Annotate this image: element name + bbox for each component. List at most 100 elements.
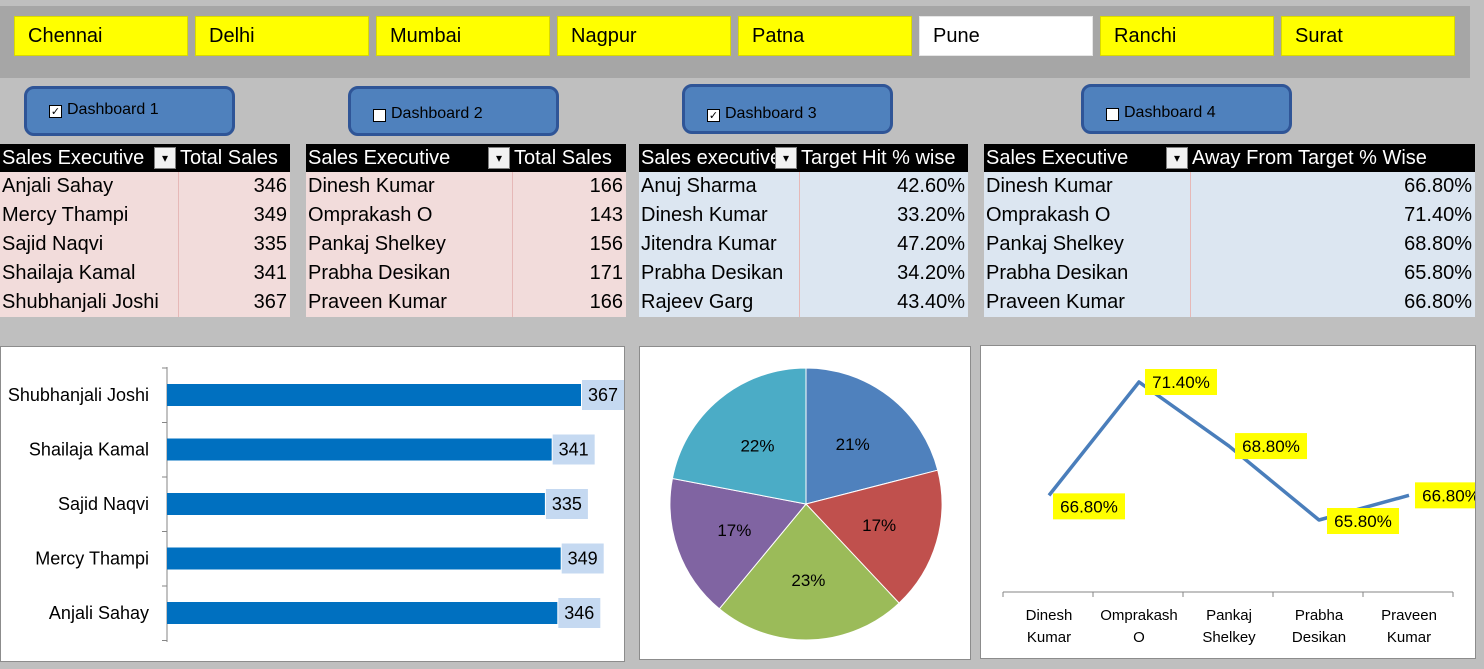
value-cell: 156	[512, 230, 626, 259]
category-label: Prabha	[1295, 607, 1344, 624]
value-cell: 47.20%	[799, 230, 968, 259]
city-button-mumbai[interactable]: Mumbai	[376, 16, 550, 56]
executive-name-cell: Dinesh Kumar	[984, 172, 1191, 201]
city-button-pune[interactable]: Pune	[919, 16, 1093, 56]
table-header: Sales Executive ▾ Total Sales	[306, 144, 626, 172]
checkbox-label: Dashboard 4	[1124, 104, 1216, 121]
value-cell: 166	[512, 172, 626, 201]
bar-chart: Shubhanjali Joshi 367 Shailaja Kamal 341 Saj…	[8, 367, 624, 642]
checkbox-check-icon: ✓	[49, 105, 62, 118]
column-header-label: Sales executive	[641, 146, 782, 169]
data-label: 66.80%	[1422, 486, 1475, 505]
city-button-chennai[interactable]: Chennai	[14, 16, 188, 56]
executive-name-cell: Shailaja Kamal	[0, 259, 179, 288]
data-label-bg	[1145, 369, 1217, 395]
pie-chart-panel: 21% 17% 23% 17% 22%	[639, 346, 971, 660]
executive-name-cell: Omprakash O	[306, 201, 513, 230]
table-header: Sales Executive ▾ Total Sales	[0, 144, 290, 172]
category-label: Sajid Naqvi	[58, 494, 149, 514]
dashboard-4-checkbox[interactable]: Dashboard 4	[1081, 84, 1292, 134]
executive-name-cell: Prabha Desikan	[639, 259, 800, 288]
table-row: Dinesh Kumar 66.80%	[984, 172, 1475, 201]
dashboard-3-checkbox[interactable]: ✓ Dashboard 3	[682, 84, 893, 134]
city-button-nagpur[interactable]: Nagpur	[557, 16, 731, 56]
table-row: Omprakash O 143	[306, 201, 626, 230]
away-from-target-table: Sales Executive ▾ Away From Target % Wise D…	[984, 144, 1475, 317]
category-label: Desikan	[1292, 629, 1346, 646]
value-cell: 143	[512, 201, 626, 230]
target-hit-table: Sales executive ▾ Target Hit % wise Anuj Sh…	[639, 144, 968, 317]
pie-slice	[718, 503, 900, 641]
data-label-bg	[1235, 433, 1307, 460]
checkbox-label: Dashboard 3	[725, 105, 817, 122]
filter-dropdown-icon[interactable]: ▾	[1166, 147, 1188, 169]
data-label: 68.80%	[1242, 437, 1300, 456]
category-label: Kumar	[1027, 629, 1071, 646]
category-label: Pankaj	[1206, 607, 1252, 624]
pie-slice-label: 17%	[862, 516, 896, 535]
value-cell: 166	[512, 288, 626, 317]
data-label-bg	[582, 380, 624, 410]
city-button-patna[interactable]: Patna	[738, 16, 912, 56]
checkbox-check-icon	[1106, 108, 1119, 121]
pie-slice-label: 21%	[836, 435, 870, 454]
value-cell: 341	[178, 259, 290, 288]
table-row: Rajeev Garg 43.40%	[639, 288, 968, 317]
filter-dropdown-icon[interactable]: ▾	[154, 147, 176, 169]
column-header-label: Total Sales	[514, 146, 612, 169]
category-label: Praveen	[1381, 607, 1437, 624]
table-row: Shubhanjali Joshi 367	[0, 288, 290, 317]
pie-slice-label: 23%	[791, 571, 825, 590]
executive-name-cell: Sajid Naqvi	[0, 230, 179, 259]
city-button-ranchi[interactable]: Ranchi	[1100, 16, 1274, 56]
total-sales-table-2: Sales Executive ▾ Total Sales Dinesh Kumar 1…	[306, 144, 626, 317]
executive-name-cell: Prabha Desikan	[306, 259, 513, 288]
data-label: 71.40%	[1152, 373, 1210, 392]
table-row: Sajid Naqvi 335	[0, 230, 290, 259]
column-header: Sales Executive ▾	[306, 144, 512, 172]
column-header-label: Away From Target % Wise	[1192, 146, 1427, 169]
data-label-bg	[545, 489, 588, 519]
table-row: Shailaja Kamal 341	[0, 259, 290, 288]
table-row: Prabha Desikan 171	[306, 259, 626, 288]
table-row: Pankaj Shelkey 156	[306, 230, 626, 259]
value-cell: 66.80%	[1190, 172, 1475, 201]
category-label: Shelkey	[1202, 629, 1256, 646]
executive-name-cell: Anuj Sharma	[639, 172, 800, 201]
city-button-delhi[interactable]: Delhi	[195, 16, 369, 56]
pie-slice	[805, 367, 939, 505]
data-label-bg	[561, 543, 604, 574]
bar	[167, 384, 581, 406]
table-header: Sales executive ▾ Target Hit % wise	[639, 144, 968, 172]
table-row: Prabha Desikan 65.80%	[984, 259, 1475, 288]
executive-name-cell: Pankaj Shelkey	[984, 230, 1191, 259]
bar-chart-panel: Shubhanjali Joshi 367 Shailaja Kamal 341 Saj…	[0, 346, 625, 662]
dashboard-2-checkbox[interactable]: Dashboard 2	[348, 86, 559, 136]
value-cell: 171	[512, 259, 626, 288]
table-row: Jitendra Kumar 47.20%	[639, 230, 968, 259]
category-label: Shailaja Kamal	[29, 440, 149, 460]
category-label: Shubhanjali Joshi	[8, 385, 149, 405]
value-cell: 346	[178, 172, 290, 201]
column-header: Sales Executive ▾	[984, 144, 1190, 172]
column-header-label: Target Hit % wise	[801, 146, 956, 169]
pie-slice-label: 22%	[740, 436, 774, 455]
line-chart-panel: 66.80% Dinesh Kumar 71.40% Omprakash O 68.80% P…	[980, 345, 1484, 659]
table-row: Dinesh Kumar 166	[306, 172, 626, 201]
value-cell: 43.40%	[799, 288, 968, 317]
value-cell: 349	[178, 201, 290, 230]
category-label: Omprakash	[1100, 607, 1178, 624]
table-row: Mercy Thampi 349	[0, 201, 290, 230]
data-label: 349	[568, 549, 598, 569]
table-row: Anuj Sharma 42.60%	[639, 172, 968, 201]
city-button-surat[interactable]: Surat	[1281, 16, 1455, 56]
dashboard-1-checkbox[interactable]: ✓ Dashboard 1	[24, 86, 235, 136]
table-row: Praveen Kumar 166	[306, 288, 626, 317]
bar	[167, 547, 561, 570]
filter-dropdown-icon[interactable]: ▾	[488, 147, 510, 169]
table-row: Anjali Sahay 346	[0, 172, 290, 201]
filter-dropdown-icon[interactable]: ▾	[775, 147, 797, 169]
pie-chart: 21% 17% 23% 17% 22%	[669, 367, 943, 641]
executive-name-cell: Dinesh Kumar	[639, 201, 800, 230]
executive-name-cell: Shubhanjali Joshi	[0, 288, 179, 317]
